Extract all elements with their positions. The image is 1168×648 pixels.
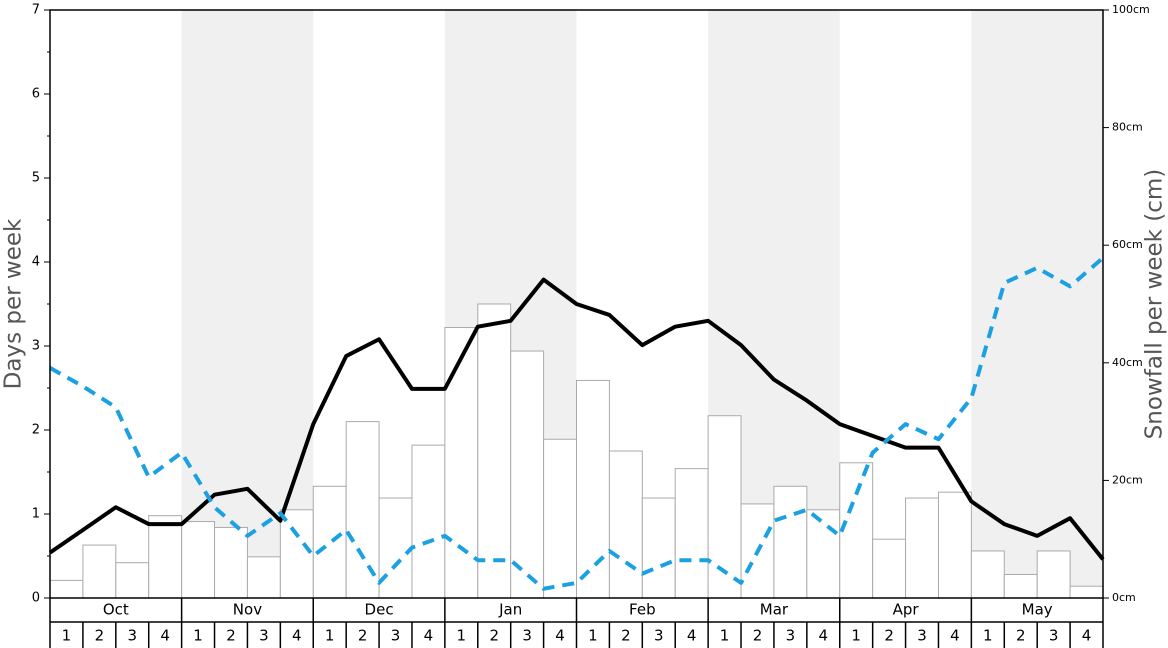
week-label: 2 <box>1016 627 1026 645</box>
bar <box>1003 573 1038 599</box>
bar <box>674 468 709 599</box>
y-tick-label: 5 <box>32 171 40 186</box>
week-label: 3 <box>654 627 664 645</box>
week-label: 3 <box>1049 627 1059 645</box>
week-label: 4 <box>424 627 434 645</box>
y2-tick-label: 0cm <box>1112 591 1136 604</box>
week-label: 4 <box>555 627 565 645</box>
bar <box>49 579 84 599</box>
week-label: 2 <box>95 627 105 645</box>
bar <box>773 485 808 599</box>
month-label: May <box>1022 601 1053 619</box>
bar <box>411 444 446 599</box>
week-label: 2 <box>753 627 763 645</box>
line <box>48 277 1105 561</box>
week-label: 3 <box>259 627 269 645</box>
week-label: 1 <box>193 627 203 645</box>
month-label: Mar <box>760 601 789 619</box>
bar <box>477 303 512 599</box>
week-label: 4 <box>819 627 829 645</box>
month-label: Nov <box>233 601 262 619</box>
bar <box>806 509 841 599</box>
week-label: 3 <box>127 627 137 645</box>
y2-tick-label: 20cm <box>1112 473 1143 486</box>
y-tick-label: 3 <box>32 339 40 354</box>
week-label: 3 <box>786 627 796 645</box>
bar <box>181 521 216 599</box>
week-label: 3 <box>391 627 401 645</box>
week-label: 4 <box>1082 627 1092 645</box>
week-label: 3 <box>522 627 532 645</box>
y-axis-title: Days per week <box>1 218 27 389</box>
month-shade <box>181 10 314 598</box>
bar <box>444 327 479 599</box>
bar <box>641 497 676 599</box>
y-tick-label: 1 <box>32 507 40 522</box>
bar <box>378 497 413 599</box>
week-label: 1 <box>588 627 598 645</box>
week-label: 1 <box>62 627 72 645</box>
bar <box>279 509 314 599</box>
week-label: 4 <box>687 627 697 645</box>
week-label: 3 <box>917 627 927 645</box>
week-label: 4 <box>950 627 960 645</box>
week-label: 2 <box>884 627 894 645</box>
month-label: Feb <box>629 601 656 619</box>
bar <box>543 438 577 599</box>
month-label: Dec <box>365 601 394 619</box>
month-label: Apr <box>893 601 920 619</box>
week-label: 2 <box>621 627 631 645</box>
bar <box>312 485 347 599</box>
week-label: 2 <box>489 627 499 645</box>
bar <box>148 515 183 599</box>
y2-tick-label: 60cm <box>1112 238 1143 251</box>
week-label: 1 <box>720 627 730 645</box>
y2-axis-title: Snowfall per week (cm) <box>1142 169 1168 440</box>
bar <box>576 379 610 599</box>
week-label: 1 <box>983 627 993 645</box>
week-label: 4 <box>160 627 170 645</box>
month-label: Oct <box>103 601 129 619</box>
bar <box>115 562 150 599</box>
y-tick-label: 0 <box>32 591 40 606</box>
bar <box>970 550 1005 599</box>
y2-tick-label: 40cm <box>1112 356 1143 369</box>
week-label: 1 <box>851 627 861 645</box>
week-label: 1 <box>325 627 335 645</box>
bar <box>82 544 117 599</box>
y2-tick-label: 80cm <box>1112 121 1143 134</box>
bar <box>608 450 643 599</box>
bar <box>905 497 939 599</box>
y2-tick-label: 100cm <box>1112 3 1150 16</box>
bar <box>510 350 545 599</box>
bar <box>937 491 972 599</box>
y-tick-label: 6 <box>32 87 40 102</box>
month-shade <box>971 10 1103 598</box>
bar <box>872 538 907 599</box>
bar <box>214 526 248 599</box>
week-label: 1 <box>457 627 467 645</box>
bar <box>839 462 874 599</box>
y-tick-label: 7 <box>32 3 40 18</box>
week-label: 4 <box>292 627 302 645</box>
week-label: 2 <box>358 627 368 645</box>
y-tick-label: 4 <box>32 255 40 270</box>
month-label: Jan <box>498 601 522 619</box>
y-tick-label: 2 <box>32 423 40 438</box>
bar <box>1036 550 1071 599</box>
bar <box>246 556 281 599</box>
bar <box>1069 585 1104 599</box>
week-label: 2 <box>226 627 236 645</box>
